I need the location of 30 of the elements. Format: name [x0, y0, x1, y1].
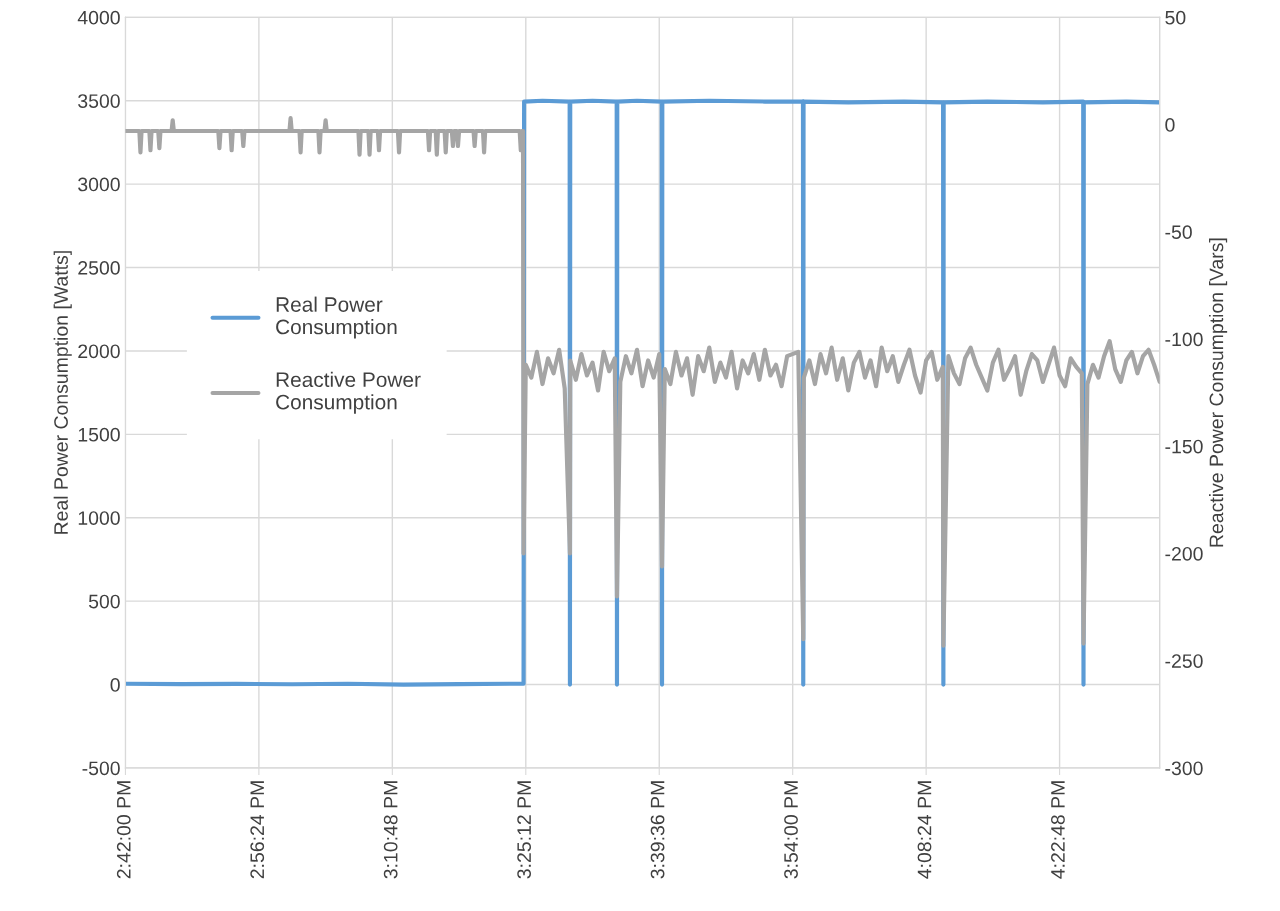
y-tick-label: 0	[110, 678, 120, 692]
x-tick-label: 3:25:12 PM	[517, 781, 532, 879]
y2-tick-label: -50	[1165, 225, 1192, 240]
legend-label: Real Power Consumption	[276, 296, 397, 339]
y-tick-label: 500	[88, 594, 120, 609]
y2-tick-label: -150	[1165, 439, 1203, 454]
x-tick-label: 3:54:00 PM	[784, 781, 798, 879]
y-tick-label: -500	[82, 761, 120, 776]
y2-tick-label: 0	[1165, 118, 1175, 132]
x-tick-label: 2:42:00 PM	[116, 781, 131, 879]
y-tick-label: 4000	[77, 10, 120, 25]
y-axis-title: Real Power Consumption [Watts]	[53, 251, 72, 534]
y-tick-label: 2500	[78, 261, 120, 275]
y2-tick-label: 50	[1165, 10, 1186, 25]
y2-axis-title: Reactive Power Consumption [Vars]	[1209, 238, 1228, 547]
y2-tick-label: -300	[1165, 761, 1203, 776]
y-tick-label: 1500	[78, 427, 120, 442]
y-tick-label: 3000	[78, 177, 120, 192]
y2-tick-label: -250	[1165, 654, 1203, 668]
y2-tick-label: -200	[1165, 546, 1203, 561]
x-tick-label: 4:22:48 PM	[1051, 781, 1065, 879]
y-tick-label: 1000	[78, 511, 120, 525]
x-tick-label: 3:10:48 PM	[383, 781, 398, 879]
x-tick-label: 4:08:24 PM	[917, 781, 932, 879]
x-tick-label: 2:56:24 PM	[250, 781, 265, 879]
y2-tick-label: -100	[1165, 332, 1203, 347]
x-tick-label: 3:39:36 PM	[650, 781, 665, 879]
y-tick-label: 2000	[78, 344, 120, 359]
y-tick-label: 3500	[78, 94, 120, 108]
legend-label: Reactive Power Consumption	[276, 371, 421, 414]
